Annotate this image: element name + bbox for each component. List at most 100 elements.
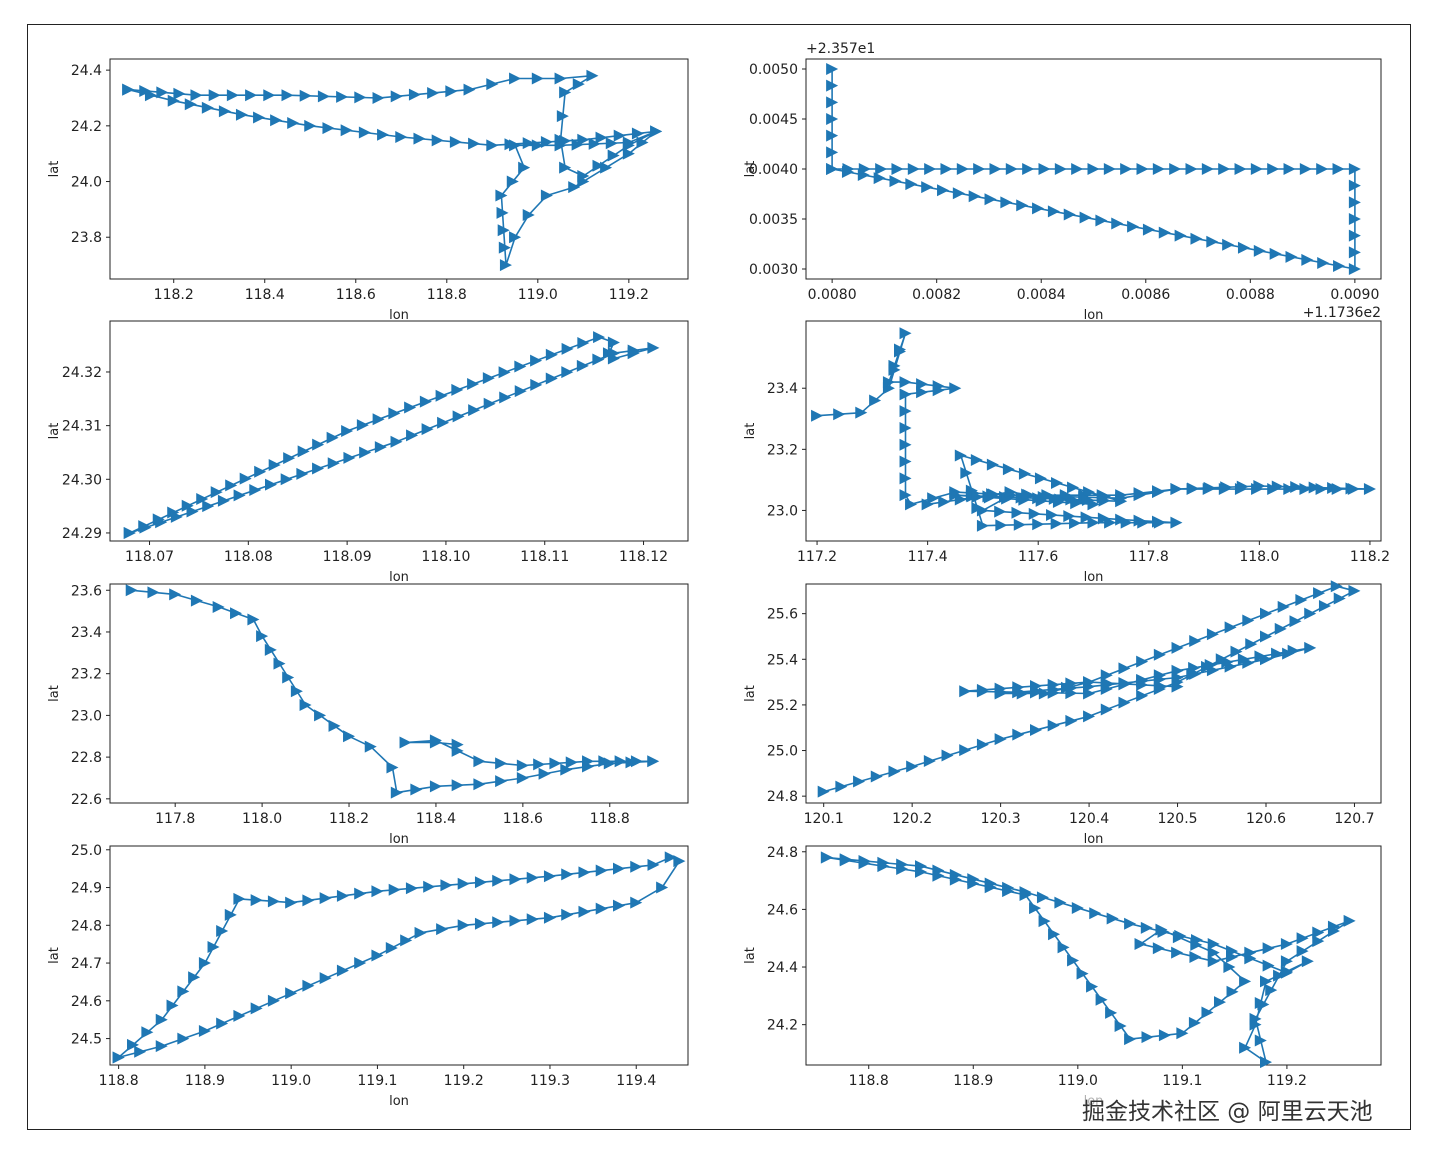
trajectory-marker <box>312 438 325 451</box>
trajectory-marker <box>1065 687 1078 700</box>
trajectory-marker <box>1051 476 1064 489</box>
x-tick-label: 118.09 <box>323 549 372 565</box>
trajectory-marker <box>899 376 912 389</box>
trajectory-marker <box>538 767 551 780</box>
trajectory-marker <box>216 924 229 937</box>
trajectory-marker <box>1047 678 1060 691</box>
trajectory-marker <box>826 63 839 75</box>
trajectory-marker <box>1280 955 1293 968</box>
trajectory-marker <box>1222 238 1235 251</box>
x-tick-label: 0.0082 <box>912 287 961 303</box>
trajectory-marker <box>586 69 599 82</box>
trajectory-marker <box>1153 669 1166 682</box>
trajectory-marker <box>1030 680 1042 693</box>
y-tick-label: 23.6 <box>71 583 102 599</box>
trajectory-marker <box>201 101 214 114</box>
trajectory-marker <box>1214 996 1226 1009</box>
trajectory-marker <box>198 957 211 970</box>
x-tick-label: 117.8 <box>155 811 195 827</box>
trajectory-marker <box>445 85 458 98</box>
trajectory-marker <box>1171 664 1184 677</box>
trajectory-marker <box>196 492 209 505</box>
trajectory-marker <box>826 146 839 159</box>
trajectory-marker <box>906 760 919 773</box>
y-tick-label: 23.4 <box>71 625 102 641</box>
trajectory-marker <box>1047 205 1060 218</box>
trajectory-marker <box>1188 1016 1201 1029</box>
trajectory-marker <box>1095 214 1108 227</box>
trajectory-marker <box>495 189 508 202</box>
trajectory-marker <box>372 413 385 426</box>
trajectory-marker <box>516 759 529 772</box>
y-axis-label: lat <box>743 161 758 178</box>
trajectory-marker <box>820 851 833 864</box>
trajectory-marker <box>188 971 201 984</box>
x-axis-label: lon <box>1084 570 1104 585</box>
trajectory-marker <box>202 500 215 513</box>
x-tick-label: 119.2 <box>609 287 649 303</box>
trajectory-marker <box>959 685 972 698</box>
trajectory-marker <box>1087 516 1100 529</box>
x-tick-label: 120.1 <box>804 811 844 827</box>
trajectory-marker <box>899 472 912 485</box>
trajectory-marker <box>457 919 470 932</box>
trajectory-marker <box>1347 483 1360 496</box>
trajectory-marker <box>1206 628 1219 641</box>
trajectory-marker <box>1065 677 1078 690</box>
trajectory-marker <box>826 79 839 92</box>
trajectory-marker <box>543 870 556 883</box>
trajectory-marker <box>1002 885 1015 898</box>
trajectory-marker <box>1012 681 1025 694</box>
x-tick-label: 118.4 <box>416 811 456 827</box>
trajectory-marker <box>561 908 574 921</box>
trajectory-marker <box>612 862 625 875</box>
trajectory-marker <box>973 163 986 175</box>
plot-area <box>109 845 689 1066</box>
y-tick-label: 24.6 <box>767 902 798 918</box>
trajectory-marker <box>612 899 625 912</box>
trajectory-marker <box>1343 914 1356 927</box>
trajectory-marker <box>565 756 578 769</box>
trajectory-marker <box>1140 921 1153 934</box>
trajectory-marker <box>1028 507 1041 520</box>
subplot-4: 117.2 117.4 117.6 117.8 118.0 118.2 23.0 23.2 23… <box>743 320 1390 585</box>
trajectory-marker <box>486 139 499 152</box>
trajectory-marker <box>916 386 929 399</box>
trajectory-marker <box>177 985 190 998</box>
trajectory-marker <box>941 749 954 762</box>
trajectory-marker <box>1100 669 1113 682</box>
trajectory-marker <box>495 757 508 770</box>
x-axis-label: lon <box>1084 832 1104 847</box>
trajectory-marker <box>499 391 512 404</box>
trajectory-marker <box>605 137 618 150</box>
trajectory-marker <box>949 873 962 886</box>
trajectory-marker <box>1022 163 1035 175</box>
trajectory-marker <box>1234 163 1247 175</box>
trajectory-marker <box>406 429 419 442</box>
trajectory-marker <box>1176 1027 1189 1040</box>
trajectory-marker <box>1190 938 1203 951</box>
trajectory-marker <box>190 594 203 607</box>
y-tick-label: 24.2 <box>767 1018 798 1034</box>
trajectory-marker <box>561 868 574 881</box>
trajectory-marker <box>372 91 385 104</box>
trajectory-marker <box>327 457 340 470</box>
trajectory-marker <box>1069 517 1082 530</box>
trajectory-marker <box>921 498 934 511</box>
trajectory-marker <box>899 405 912 418</box>
trajectory-marker <box>1260 607 1272 620</box>
trajectory-marker <box>1038 687 1051 700</box>
trajectory-marker <box>1065 714 1078 727</box>
trajectory-marker <box>560 763 573 776</box>
trajectory-marker <box>1105 1006 1118 1019</box>
trajectory-marker <box>473 778 486 791</box>
trajectory-marker <box>371 949 384 962</box>
trajectory-marker <box>256 630 269 643</box>
x-tick-label: 120.7 <box>1334 811 1374 827</box>
trajectory-marker <box>354 957 367 970</box>
trajectory-marker <box>1260 975 1272 988</box>
trajectory-marker <box>1037 491 1050 503</box>
trajectory-marker <box>1260 630 1272 643</box>
trajectory-marker <box>1120 516 1133 529</box>
trajectory-marker <box>1186 483 1199 496</box>
